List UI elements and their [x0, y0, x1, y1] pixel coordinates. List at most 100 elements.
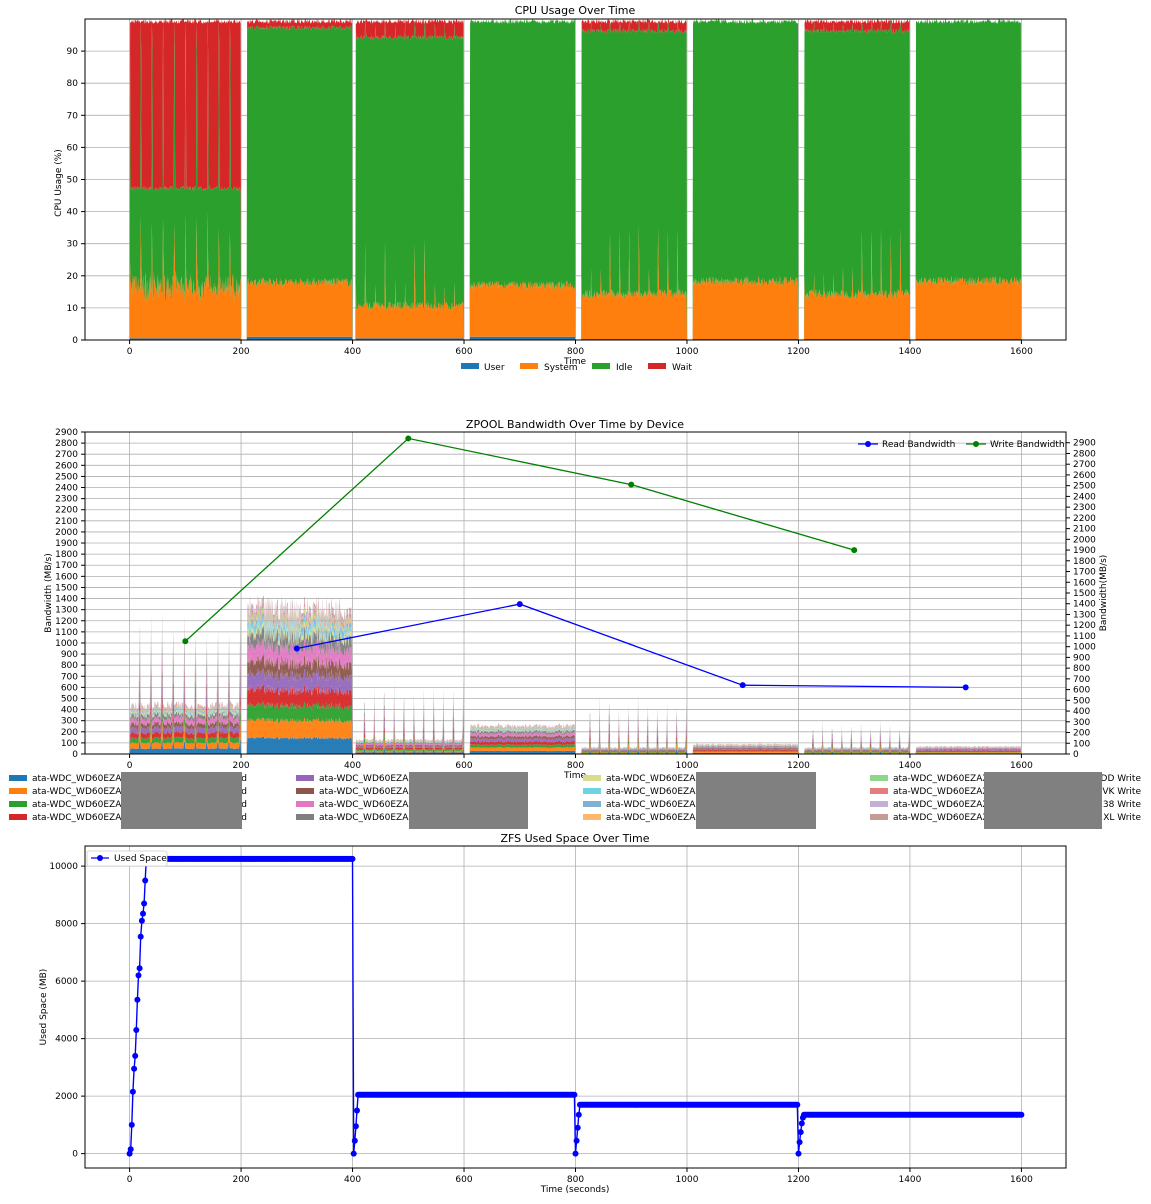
zfs-y-ticks: 0 2000 4000 6000 8000 10000: [49, 862, 85, 1160]
cpu-xtick-label: 1000: [676, 347, 699, 357]
cpu-area-system-1: [246, 277, 353, 340]
zfs-ytick-label: 10000: [49, 862, 78, 872]
zpool-device-area-3-0: [129, 688, 242, 754]
cpu-ytick-label: 10: [67, 304, 79, 314]
device-legend-prefix: ata-WDC_WD60EZAX-: [606, 800, 704, 810]
zfs-used-space-point: [571, 1091, 578, 1098]
zpool-ytick-label: 500: [61, 694, 78, 704]
legend-label-wait: Wait: [672, 363, 692, 373]
zfs-xtick-label: 1200: [787, 1175, 810, 1185]
zpool-ytick-right-label: 700: [1073, 675, 1090, 685]
zpool-ytick-label: 2500: [55, 472, 78, 482]
device-legend-swatch: [9, 775, 27, 781]
zpool-ytick-right-label: 2800: [1073, 449, 1096, 459]
zfs-used-space-point: [138, 917, 145, 924]
zpool-device-area-3-2: [355, 720, 464, 754]
zfs-ytick-label: 0: [72, 1150, 78, 1160]
cpu-ytick-label: 50: [67, 176, 79, 186]
zpool-ytick-label: 1500: [55, 583, 78, 593]
zfs-used-space-point: [350, 1150, 357, 1157]
legend-swatch-user: [461, 363, 479, 369]
zfs-gridlines: [85, 846, 1066, 1168]
cpu-area-idle-3: [469, 19, 576, 340]
zpool-device-area-5-1: [246, 653, 353, 754]
cpu-x-axis-label: Time: [563, 357, 586, 367]
zpool-device-area-8-4: [581, 703, 687, 754]
device-legend-prefix: ata-WDC_WD60EZAX: [32, 813, 128, 823]
zpool-device-area-7-1: [246, 625, 353, 754]
zpool-device-area-3-7: [915, 750, 1022, 754]
zpool-ytick-label: 1400: [55, 595, 78, 605]
zfs-used-space-point: [135, 972, 142, 979]
device-legend-prefix: ata-WDC_WD60EZAX-: [319, 774, 417, 784]
zpool-ytick-right-label: 1900: [1073, 546, 1096, 556]
zfs-xtick-label: 0: [127, 1175, 133, 1185]
cpu-ytick-label: 90: [67, 47, 79, 57]
device-legend-swatch: [583, 788, 601, 794]
device-legend-swatch: [296, 814, 314, 820]
zpool-device-area-0-3: [469, 750, 576, 754]
zpool-device-area-4-3: [469, 737, 576, 754]
device-legend-prefix: ata-WDC_WD60EZAX: [32, 774, 128, 784]
redaction-box: [121, 772, 242, 829]
zpool-point-read: [516, 601, 523, 608]
zpool-xtick-label: 1200: [787, 761, 810, 771]
device-legend-prefix: ata-WDC_WD60EZAX: [32, 787, 128, 797]
cpu-ytick-label: 30: [67, 240, 79, 250]
legend-label-used-space: Used Space: [114, 854, 167, 864]
zpool-ytick-right-label: 1000: [1073, 643, 1096, 653]
zpool-xtick-label: 1400: [898, 761, 921, 771]
zpool-ytick-right-label: 200: [1073, 729, 1090, 739]
device-legend-prefix: ata-WDC_WD60EZAX-: [893, 774, 991, 784]
zpool-device-area-11-4: [581, 698, 687, 754]
zpool-device-area-1-1: [246, 717, 353, 754]
zfs-xtick-label: 1600: [1010, 1175, 1033, 1185]
device-legend-prefix: ata-WDC_WD60EZAX-: [606, 787, 704, 797]
zpool-ytick-label: 200: [61, 728, 78, 738]
zpool-device-area-13-4: [581, 696, 687, 754]
device-legend-swatch: [296, 775, 314, 781]
zpool-device-area-1-5: [692, 751, 799, 754]
cpu-area-idle-5: [692, 19, 799, 340]
cpu-chart-title: CPU Usage Over Time: [515, 4, 636, 17]
zfs-ytick-label: 8000: [55, 920, 78, 930]
zfs-used-space-point: [140, 910, 146, 917]
zpool-ytick-right-label: 1400: [1073, 600, 1096, 610]
zpool-point-write: [182, 638, 189, 645]
zpool-point-read: [962, 684, 969, 691]
zpool-device-area-2-5: [692, 750, 799, 754]
zpool-device-area-6-5: [692, 746, 799, 754]
zpool-device-area-1-3: [469, 747, 576, 754]
zpool-ytick-label: 1900: [55, 539, 78, 549]
zpool-bandwidth-lines: [182, 435, 969, 691]
zfs-used-space-point: [349, 855, 356, 862]
zfs-x-axis-label: Time (seconds): [540, 1185, 610, 1195]
zpool-ytick-right-label: 300: [1073, 718, 1090, 728]
zfs-used-space-point: [136, 965, 143, 972]
zpool-ytick-label: 100: [61, 739, 78, 749]
zpool-device-area-0-4: [581, 747, 687, 754]
cpu-stacked-areas: [129, 19, 1022, 340]
zfs-used-space-point: [354, 1107, 360, 1114]
zpool-ytick-right-label: 800: [1073, 664, 1090, 674]
cpu-area-wait-0: [129, 19, 242, 340]
zpool-y-ticks-right: 0100200300400500600700800900100011001200…: [1066, 439, 1096, 760]
cpu-area-user-1: [246, 336, 353, 340]
cpu-xtick-label: 400: [344, 347, 361, 357]
device-legend-swatch: [870, 775, 888, 781]
zpool-xtick-label: 1000: [676, 761, 699, 771]
zpool-device-area-12-4: [581, 697, 687, 754]
cpu-xtick-label: 600: [455, 347, 472, 357]
zpool-device-area-6-1: [246, 638, 353, 754]
zpool-ytick-right-label: 2200: [1073, 514, 1096, 524]
zpool-point-read: [739, 682, 746, 689]
cpu-area-system-4: [581, 225, 687, 340]
device-legend-prefix: ata-WDC_WD60EZAX-: [319, 800, 417, 810]
zpool-point-write: [405, 435, 412, 442]
device-legend-prefix: ata-WDC_WD60EZAX: [32, 800, 128, 810]
zfs-used-space-point: [129, 1088, 136, 1095]
zpool-device-area-2-3: [469, 743, 576, 754]
zpool-device-area-0-0: [129, 737, 242, 754]
